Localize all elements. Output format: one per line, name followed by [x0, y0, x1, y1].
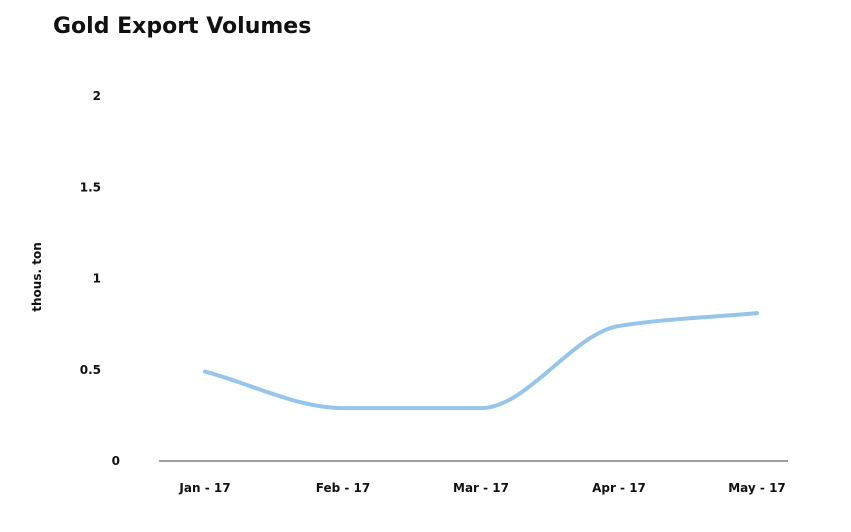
series-line	[203, 311, 759, 411]
x-tick-label: Mar - 17	[453, 481, 509, 495]
x-tick-label: Apr - 17	[592, 481, 646, 495]
series-group	[203, 311, 759, 411]
chart-title: Gold Export Volumes	[53, 14, 312, 39]
y-tick-label: 0	[112, 454, 120, 468]
y-tick-label: 1.5	[80, 180, 101, 194]
y-tick-label: 1	[93, 272, 101, 286]
x-tick-label: May - 17	[728, 481, 786, 495]
x-axis-ticks: Jan - 17 Feb - 17 Mar - 17 Apr - 17 May - 17	[178, 481, 785, 495]
y-tick-label: 2	[93, 89, 101, 103]
y-axis-ticks: 0 0.5 1 1.5 2	[80, 89, 120, 468]
x-tick-label: Feb - 17	[316, 481, 370, 495]
y-tick-label: 0.5	[80, 363, 101, 377]
x-tick-label: Jan - 17	[178, 481, 230, 495]
y-axis-label: thous. ton	[30, 242, 44, 311]
